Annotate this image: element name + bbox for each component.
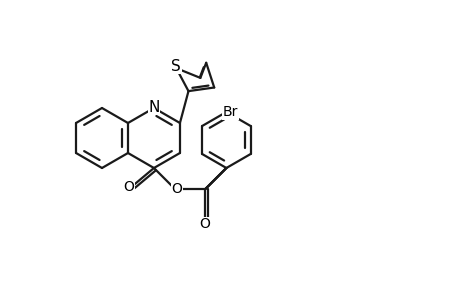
Text: O: O	[123, 180, 134, 194]
Text: S: S	[171, 59, 181, 74]
Text: Br: Br	[222, 105, 238, 119]
Text: N: N	[148, 100, 159, 115]
Text: O: O	[199, 217, 210, 231]
Text: O: O	[171, 182, 182, 196]
